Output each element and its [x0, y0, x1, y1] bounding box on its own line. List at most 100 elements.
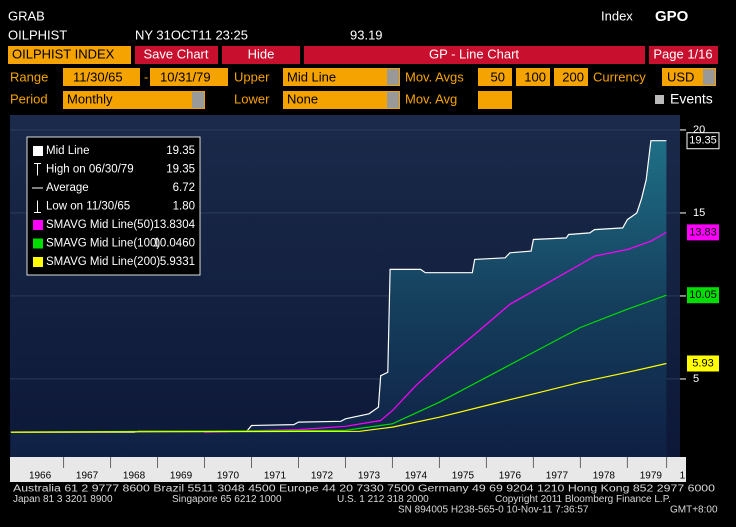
- security-box: [8, 46, 131, 64]
- x-tick-label: 1969: [170, 471, 193, 482]
- events-checkbox[interactable]: [655, 95, 664, 104]
- area-fill: [10, 140, 667, 457]
- period-dropdown[interactable]: [63, 91, 205, 109]
- save-chart-button[interactable]: [135, 46, 218, 64]
- dropdown-arrow[interactable]: [387, 92, 399, 108]
- upper-value[interactable]: Mid Line: [287, 69, 336, 84]
- ticker: OILPHIST: [8, 27, 67, 42]
- legend-swatch: [33, 146, 43, 156]
- range-start[interactable]: 11/30/65: [73, 69, 123, 84]
- x-tick-label: 1970: [217, 471, 240, 482]
- range-separator: -: [144, 69, 148, 84]
- x-tick-label: 1976: [499, 471, 522, 482]
- dropdown-arrow[interactable]: [192, 92, 204, 108]
- currency[interactable]: USD: [667, 69, 694, 84]
- x-tick-label: 1: [680, 471, 686, 482]
- value-tag: [687, 287, 719, 304]
- security: OILPHIST INDEX: [12, 46, 115, 61]
- legend-swatch: [33, 238, 43, 249]
- mov-avg-field[interactable]: [478, 68, 512, 86]
- legend-label: SMAVG Mid Line(200): [46, 256, 160, 268]
- x-axis-strip: [10, 457, 686, 482]
- value-tag: [687, 224, 719, 241]
- x-tick-label: 1977: [546, 471, 569, 482]
- x-tick-label: 1978: [593, 471, 616, 482]
- footer-text: Copyright 2011 Bloomberg Finance L.P.: [495, 494, 671, 505]
- last-price: 93.19: [350, 27, 383, 42]
- legend-label: Average: [46, 182, 89, 194]
- range-label: Range: [10, 69, 48, 84]
- value-tag-label: 5.93: [692, 357, 713, 369]
- mov-avg-field[interactable]: [554, 68, 588, 86]
- currency-label: Currency: [593, 69, 646, 84]
- series-line: [10, 294, 667, 433]
- series-line: [10, 140, 667, 433]
- footer-text: U.S. 1 212 318 2000: [337, 494, 429, 505]
- dropdown-arrow[interactable]: [703, 69, 715, 85]
- period-label: Period: [10, 91, 48, 106]
- legend-value: 19.35: [166, 145, 195, 157]
- x-tick-label: 1967: [76, 471, 99, 482]
- function-title-bar: [304, 46, 645, 64]
- footer-text: Singapore 65 6212 1000: [172, 494, 282, 505]
- x-tick-label: 1968: [123, 471, 146, 482]
- legend-label: Mid Line: [46, 145, 89, 157]
- save-chart-label[interactable]: Save Chart: [143, 46, 208, 61]
- footer-text: Japan 81 3 3201 8900: [13, 494, 113, 505]
- period[interactable]: Monthly: [67, 91, 113, 106]
- x-tick-label: 1979: [640, 471, 663, 482]
- legend-swatch: [33, 220, 43, 230]
- value-tag-label: 10.05: [689, 289, 717, 301]
- footer-text: GMT+8:00: [670, 505, 718, 516]
- x-tick-label: 1973: [358, 471, 381, 482]
- value-tag-label: 13.83: [689, 226, 717, 238]
- plot: [10, 129, 680, 457]
- value-tag: [686, 132, 720, 150]
- value-tag: [687, 355, 719, 372]
- page-box: [649, 46, 718, 64]
- lower-label: Lower: [234, 91, 270, 106]
- x-tick-label: 1972: [311, 471, 334, 482]
- value-tag-label: 19.35: [689, 135, 717, 147]
- hide-label[interactable]: Hide: [248, 46, 275, 61]
- mov-avg-value[interactable]: 200: [562, 69, 584, 84]
- legend-swatch: [33, 257, 43, 267]
- footer-text: SN 894005 H238-565-0 10-Nov-11 7:36:57: [398, 505, 589, 516]
- page-indicator: Page 1/16: [653, 46, 712, 61]
- legend-box: [26, 136, 201, 276]
- legend-label: SMAVG Mid Line(100): [46, 238, 160, 250]
- range-end[interactable]: 10/31/79: [160, 69, 211, 84]
- legend-value: 10.0460: [153, 238, 195, 250]
- legend-label: SMAVG Mid Line(50): [46, 219, 154, 231]
- footer-text: Australia 61 2 9777 8600 Brazil 5511 304…: [13, 484, 716, 495]
- mov-avg-value[interactable]: 100: [524, 69, 546, 84]
- events-label[interactable]: Events: [670, 91, 713, 107]
- range-start-field[interactable]: [63, 68, 140, 86]
- mov-avg-value[interactable]: 50: [491, 69, 505, 84]
- y-tick-label: 15: [693, 207, 705, 219]
- mov-avg-label: Mov. Avg: [405, 91, 457, 106]
- legend-label: Low on 11/30/65: [46, 201, 130, 213]
- legend-value: 19.35: [166, 164, 195, 176]
- function-title: GP - Line Chart: [429, 46, 519, 61]
- series-line: [10, 362, 667, 433]
- dropdown-arrow[interactable]: [387, 69, 399, 85]
- upper-label: Upper: [234, 69, 270, 84]
- mov-avg-field[interactable]: [516, 68, 550, 86]
- currency-dropdown[interactable]: [662, 68, 716, 86]
- upper-dropdown[interactable]: [283, 68, 400, 86]
- command: GPO: [655, 8, 689, 25]
- range-end-field[interactable]: [150, 68, 228, 86]
- legend-value: 6.72: [173, 182, 195, 194]
- lower-dropdown[interactable]: [283, 91, 400, 109]
- hide-button[interactable]: [222, 46, 300, 64]
- x-tick-label: 1975: [452, 471, 475, 482]
- lower-value[interactable]: None: [287, 91, 318, 106]
- mov-avg-field[interactable]: [478, 91, 512, 109]
- mov-avgs-label: Mov. Avgs: [405, 69, 464, 84]
- series-line: [204, 231, 667, 433]
- market-sector: Index: [601, 8, 633, 23]
- x-tick-label: 1974: [405, 471, 428, 482]
- legend-value: 5.9331: [160, 256, 195, 268]
